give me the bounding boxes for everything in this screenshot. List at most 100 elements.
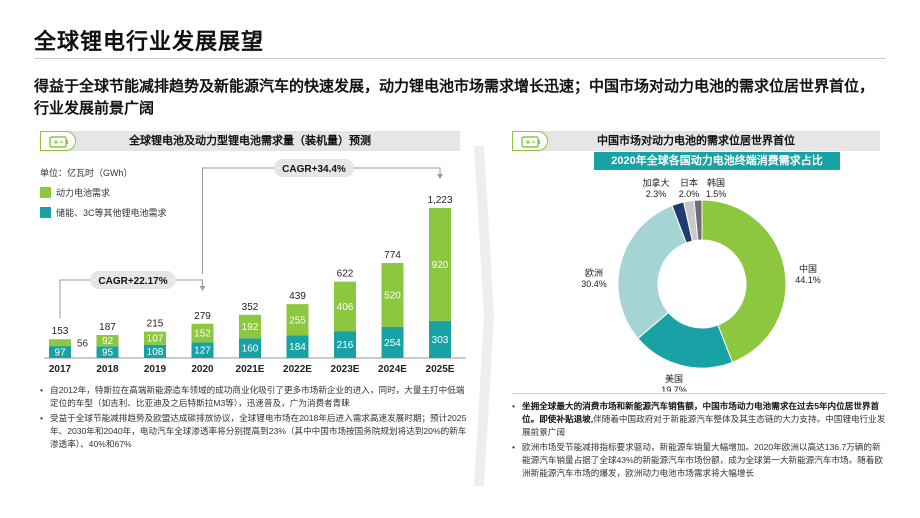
slice-value-5: 1.5% xyxy=(706,189,727,199)
title-rule xyxy=(34,58,886,59)
total-label-2021E: 352 xyxy=(242,302,259,313)
x-tick-2017: 2017 xyxy=(49,364,72,375)
legend-item-power: 动力电池需求 xyxy=(40,184,167,200)
x-tick-2023E: 2023E xyxy=(331,364,360,375)
battery-icon xyxy=(40,131,76,151)
data-label-power-2017: 56 xyxy=(77,339,89,350)
slice-label-2: 欧洲 xyxy=(585,267,603,278)
left-bullet-2: 受益于全球节能减排趋势及欧盟达成碳排放协议，全球锂电市场在2018年后进入需求高… xyxy=(40,412,470,451)
total-label-2020: 279 xyxy=(194,311,211,322)
bar-power-2018 xyxy=(96,335,119,347)
slice-0 xyxy=(701,199,787,363)
bar-power-2022E xyxy=(286,304,309,336)
total-label-2024E: 774 xyxy=(384,250,401,261)
cagr-1-pill xyxy=(90,271,176,289)
bar-other-2023E xyxy=(334,331,356,358)
legend-item-other: 储能、3C等其他锂电池需求 xyxy=(40,204,167,220)
slice-label-1: 美国 xyxy=(665,373,683,384)
cagr-2-label: CAGR+34.4% xyxy=(282,164,346,175)
data-label-other-2025E: 303 xyxy=(432,335,449,346)
total-label-2019: 215 xyxy=(147,319,164,330)
total-label-2018: 187 xyxy=(99,322,116,333)
legend-label-other: 储能、3C等其他锂电池需求 xyxy=(56,207,167,218)
slice-value-3: 2.3% xyxy=(646,189,667,199)
data-label-other-2022E: 184 xyxy=(289,342,306,353)
data-label-power-2024E: 520 xyxy=(384,290,401,301)
cagr-2-line xyxy=(202,167,441,274)
data-label-power-2019: 107 xyxy=(147,334,164,345)
total-label-2023E: 622 xyxy=(337,269,354,280)
bar-other-2018 xyxy=(96,346,119,358)
total-label-2025E: 1,223 xyxy=(427,195,452,206)
data-label-other-2024E: 254 xyxy=(384,338,401,349)
cagr-2-pill xyxy=(274,159,354,177)
right-bullet-1-bold: 坐拥全球最大的消费市场和新能源汽车销售额，中国市场动力电池需求在过去5年内位居世… xyxy=(522,401,880,424)
headline: 得益于全球节能减排趋势及新能源汽车的快速发展，动力锂电池市场需求增长迅速；中国市… xyxy=(34,78,875,117)
right-bullets: 坐拥全球最大的消费市场和新能源汽车销售额，中国市场动力电池需求在过去5年内位居世… xyxy=(512,393,886,482)
total-label-2017: 153 xyxy=(52,326,69,337)
slice-value-4: 2.0% xyxy=(679,189,700,199)
bar-other-2025E xyxy=(429,320,451,358)
data-label-power-2023E: 406 xyxy=(337,302,354,313)
data-label-other-2023E: 216 xyxy=(337,340,354,351)
bar-other-2020 xyxy=(191,342,214,358)
slice-5 xyxy=(693,199,703,241)
slice-label-5: 韩国 xyxy=(707,177,725,188)
bar-other-2019 xyxy=(144,344,166,358)
bar-power-2025E xyxy=(429,207,451,321)
bar-other-2022E xyxy=(286,335,309,358)
bar-power-2020 xyxy=(191,323,214,343)
cagr-2-arrow xyxy=(437,174,443,179)
slice-value-1: 19.7% xyxy=(661,385,687,392)
bar-other-2021E xyxy=(239,338,261,358)
left-panel-title-text: 全球锂电池及动力型锂电池需求量（装机量）预测 xyxy=(129,135,371,147)
right-panel-title: 中国市场对动力电池的需求位居世界首位 xyxy=(512,131,880,151)
cagr-1-label: CAGR+22.17% xyxy=(98,276,167,287)
left-bullet-1: 自2012年，特斯拉在高端新能源造车领域的成功商业化吸引了更多市场新企业的进入，… xyxy=(40,384,470,410)
data-label-other-2020: 127 xyxy=(194,346,211,357)
x-tick-2024E: 2024E xyxy=(378,364,407,375)
right-bullet-1: 坐拥全球最大的消费市场和新能源汽车销售额，中国市场动力电池需求在过去5年内位居世… xyxy=(512,400,886,439)
bar-power-2021E xyxy=(239,314,261,339)
data-label-power-2020: 152 xyxy=(194,329,211,340)
x-tick-2022E: 2022E xyxy=(283,364,312,375)
left-bullets: 自2012年，特斯拉在高端新能源造车领域的成功商业化吸引了更多市场新企业的进入，… xyxy=(40,384,470,453)
right-bullet-2: 欧洲市场受节能减排指标要求驱动，新能源车销量大幅增加。2020年欧洲以高达136… xyxy=(512,441,886,480)
cagr-1-arrow xyxy=(199,286,206,291)
x-tick-2025E: 2025E xyxy=(426,364,455,375)
right-panel-title-text: 中国市场对动力电池的需求位居世界首位 xyxy=(597,135,795,147)
bar-power-2017 xyxy=(49,339,71,347)
data-label-other-2017: 97 xyxy=(54,348,66,359)
unit-label: 单位：亿瓦时（GWh） xyxy=(40,168,133,178)
bar-other-2017 xyxy=(49,346,71,358)
data-label-power-2018: 92 xyxy=(102,336,114,347)
legend-swatch-power xyxy=(40,186,51,198)
legend-swatch-other xyxy=(40,206,51,218)
right-bullet-1-text: 伴随着中国政府对于新能源汽车整体及其生态链的大力支持。中国锂电行业发展前景广阔 xyxy=(522,414,886,437)
data-label-power-2022E: 255 xyxy=(289,315,306,326)
right-bullet-2-text: 欧洲市场受节能减排指标要求驱动，新能源车销量大幅增加。2020年欧洲以高达136… xyxy=(522,442,883,478)
chart-legend: 动力电池需求 储能、3C等其他锂电池需求 xyxy=(40,184,167,224)
slice-2 xyxy=(617,204,687,340)
legend-label-power: 动力电池需求 xyxy=(56,187,111,198)
page-title: 全球锂电行业发展展望 xyxy=(34,29,265,54)
data-label-other-2021E: 160 xyxy=(242,344,259,355)
slice-label-3: 加拿大 xyxy=(642,177,669,188)
bar-power-2019 xyxy=(144,331,166,345)
x-tick-2018: 2018 xyxy=(96,364,119,375)
data-label-power-2025E: 920 xyxy=(432,260,449,271)
slice-value-0: 44.1% xyxy=(795,275,821,285)
data-label-other-2018: 95 xyxy=(102,348,114,359)
left-panel-title: 全球锂电池及动力型锂电池需求量（装机量）预测 xyxy=(40,131,460,151)
slice-label-0: 中国 xyxy=(799,263,817,274)
x-tick-2020: 2020 xyxy=(191,364,214,375)
data-label-power-2021E: 192 xyxy=(242,322,259,333)
panel-divider xyxy=(474,146,494,486)
data-label-other-2019: 108 xyxy=(147,347,164,358)
x-tick-2019: 2019 xyxy=(144,364,167,375)
bar-power-2023E xyxy=(334,281,356,332)
slice-label-4: 日本 xyxy=(680,177,698,188)
battery-icon-right xyxy=(512,131,548,151)
